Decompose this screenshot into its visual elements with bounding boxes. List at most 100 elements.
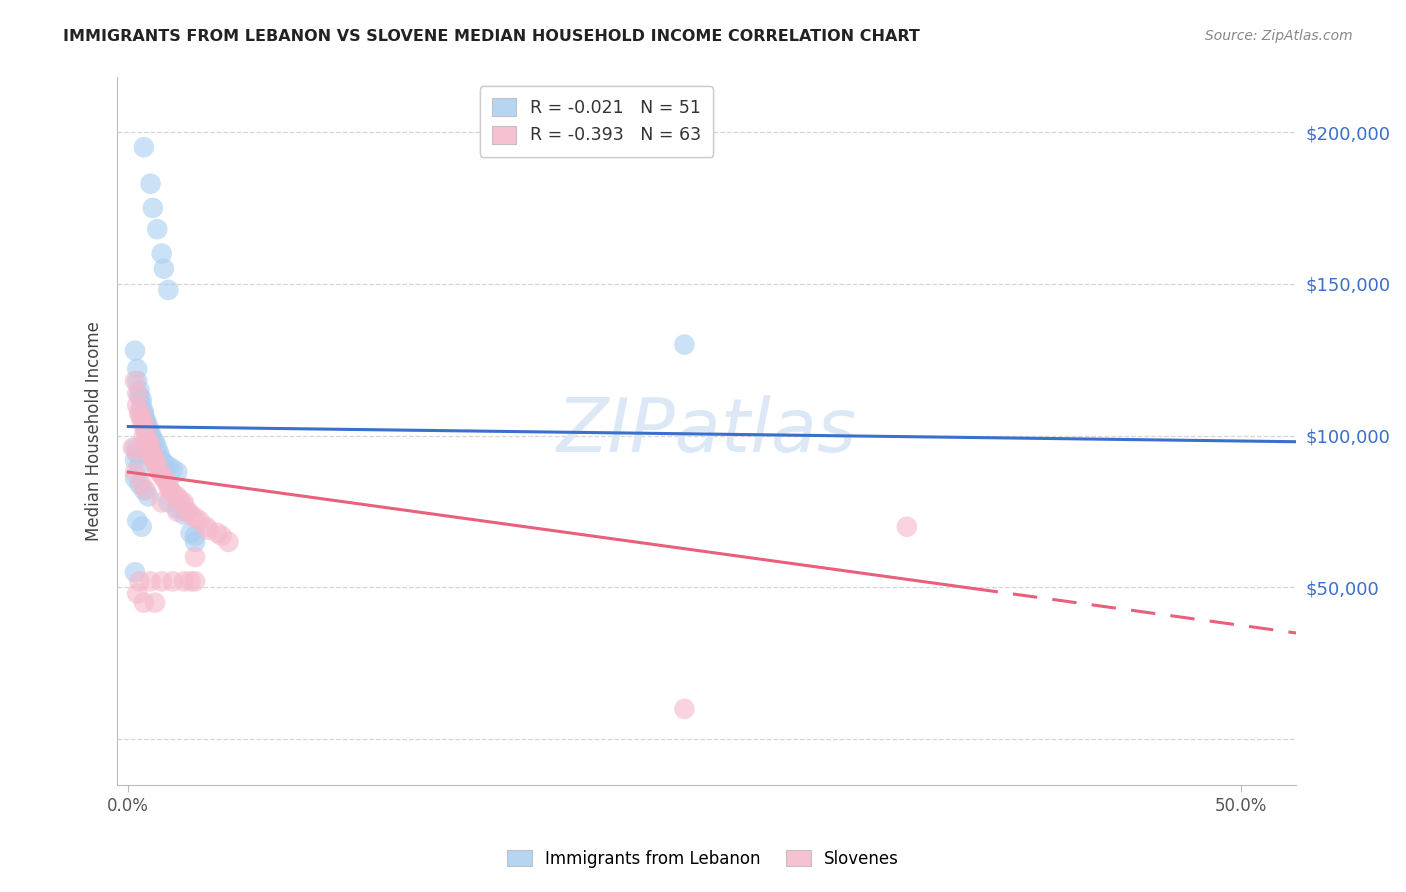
Point (142, 447, 165, 461)
Point (159, 483, 181, 498)
Point (142, 432, 165, 446)
Point (896, 519, 918, 533)
Point (150, 453, 173, 467)
Point (128, 404, 150, 418)
Point (124, 566, 146, 580)
Point (184, 550, 207, 565)
Point (207, 525, 229, 540)
Point (132, 596, 155, 610)
Point (135, 483, 157, 498)
Point (157, 477, 180, 491)
Point (173, 495, 195, 509)
Point (128, 458, 150, 473)
Point (150, 495, 173, 509)
Point (124, 465, 146, 479)
Point (124, 374, 146, 388)
Point (173, 508, 195, 522)
Point (150, 574, 173, 589)
Point (127, 374, 149, 388)
Point (124, 471, 146, 485)
Point (128, 574, 150, 589)
Point (153, 456, 176, 470)
Point (127, 443, 149, 458)
Point (157, 283, 180, 297)
Point (135, 425, 157, 440)
Point (150, 468, 173, 483)
Point (136, 423, 159, 437)
Point (180, 574, 202, 589)
Point (162, 486, 184, 500)
Point (139, 177, 162, 191)
Point (146, 441, 169, 455)
Point (139, 438, 162, 452)
Point (127, 447, 149, 461)
Point (180, 525, 202, 540)
Text: IMMIGRANTS FROM LEBANON VS SLOVENE MEDIAN HOUSEHOLD INCOME CORRELATION CHART: IMMIGRANTS FROM LEBANON VS SLOVENE MEDIA… (63, 29, 920, 44)
Point (132, 140, 155, 154)
Point (157, 458, 180, 473)
Point (132, 483, 155, 498)
Point (146, 222, 169, 236)
Point (162, 574, 184, 589)
Point (153, 471, 176, 485)
Point (166, 489, 188, 503)
Point (150, 246, 173, 260)
Point (124, 343, 146, 358)
Point (166, 501, 188, 516)
Point (217, 535, 239, 549)
Point (128, 477, 150, 491)
Point (131, 410, 153, 425)
Point (197, 523, 219, 537)
Point (132, 417, 155, 431)
Point (673, 337, 696, 351)
Point (132, 408, 155, 422)
Text: ZIPatlas: ZIPatlas (557, 395, 856, 467)
Point (128, 383, 150, 397)
Point (673, 702, 696, 716)
Point (184, 574, 207, 589)
Point (143, 456, 166, 470)
Point (153, 261, 176, 276)
Point (169, 492, 191, 507)
Point (162, 462, 184, 476)
Point (184, 529, 207, 543)
Legend: R = -0.021   N = 51, R = -0.393   N = 63: R = -0.021 N = 51, R = -0.393 N = 63 (479, 87, 713, 157)
Point (127, 586, 149, 600)
Point (166, 504, 188, 518)
Point (124, 453, 146, 467)
Point (157, 480, 180, 494)
Point (195, 519, 218, 533)
Point (132, 410, 155, 425)
Point (127, 398, 149, 412)
Point (139, 574, 162, 589)
Point (136, 434, 159, 449)
Point (135, 413, 157, 427)
Point (143, 453, 166, 467)
Point (132, 419, 155, 434)
Point (127, 362, 149, 376)
Point (146, 458, 169, 473)
Point (131, 477, 153, 491)
Point (177, 504, 200, 518)
Point (127, 514, 149, 528)
Point (135, 417, 157, 431)
Point (124, 441, 146, 455)
Point (131, 413, 153, 427)
Point (132, 404, 155, 418)
Point (143, 434, 166, 449)
Point (148, 465, 170, 479)
Point (143, 596, 166, 610)
Point (131, 398, 153, 412)
Point (146, 462, 169, 476)
Point (139, 443, 162, 458)
Point (180, 508, 202, 522)
Point (136, 489, 159, 503)
Point (142, 201, 165, 215)
Point (136, 419, 159, 434)
Point (173, 574, 195, 589)
Point (131, 392, 153, 407)
Point (135, 432, 157, 446)
Point (139, 450, 162, 464)
Point (173, 499, 195, 513)
Point (132, 428, 155, 442)
